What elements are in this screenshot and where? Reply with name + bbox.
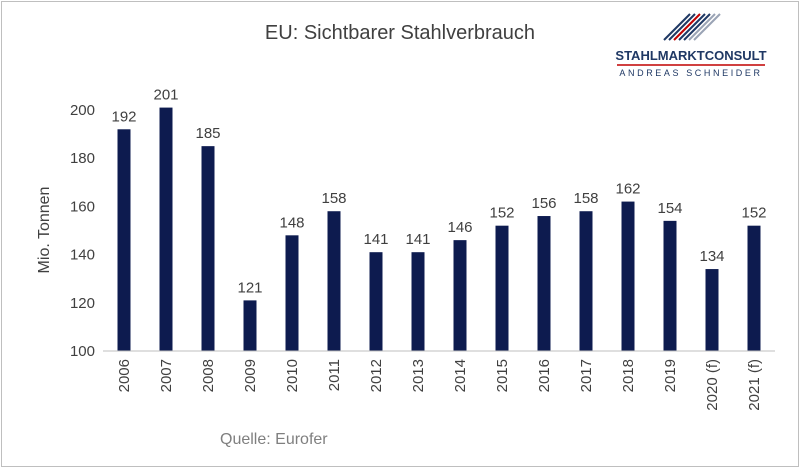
bar-value-label: 154 (657, 200, 682, 217)
x-tick-label: 2006 (116, 359, 133, 392)
stahlmarkt-consult-logo: STAHLMARKTCONSULT ANDREAS SCHNEIDER (615, 13, 767, 78)
x-tick-label: 2017 (578, 359, 595, 392)
bar (201, 146, 215, 351)
x-tick-label: 2014 (452, 359, 469, 392)
bar (747, 225, 761, 351)
x-tick-label: 2009 (242, 359, 259, 392)
x-tick-label: 2013 (410, 359, 427, 392)
bar-value-label: 158 (573, 190, 598, 207)
bar-value-label: 141 (405, 231, 430, 248)
bar-value-label: 152 (489, 205, 514, 222)
x-tick-label: 2011 (326, 359, 343, 391)
logo-stripes-icon (663, 13, 721, 41)
bar-value-label: 121 (237, 279, 262, 296)
chart-title: EU: Sichtbarer Stahlverbrauch (265, 22, 535, 44)
bar-value-label: 158 (321, 190, 346, 207)
bar (621, 201, 635, 351)
y-axis-label: Mio. Tonnen (36, 187, 53, 274)
logo-subtitle: ANDREAS SCHNEIDER (619, 68, 762, 78)
x-tick-label: 2016 (536, 359, 553, 392)
bar-value-label: 156 (531, 195, 556, 212)
x-tick-label: 2010 (284, 359, 301, 392)
x-tick-label: 2019 (662, 359, 679, 392)
bar (369, 252, 383, 351)
bar (327, 211, 341, 351)
logo-name: STAHLMARKTCONSULT (615, 48, 766, 63)
bar-value-label: 192 (111, 108, 136, 125)
bar (579, 211, 593, 351)
x-tick-label: 2008 (200, 359, 217, 392)
bars (117, 107, 761, 351)
bar (537, 216, 551, 351)
bar-value-label: 152 (741, 205, 766, 222)
bar-value-label: 141 (363, 231, 388, 248)
logo-name-part1: STAHLMARKT (615, 48, 704, 63)
bar (705, 269, 719, 351)
y-tick-label: 160 (70, 198, 95, 215)
bar (453, 240, 467, 351)
bar (411, 252, 425, 351)
x-tick-label: 2020 (f) (704, 359, 721, 411)
bar-value-label: 146 (447, 219, 472, 236)
y-tick-label: 120 (70, 295, 95, 312)
bar (663, 220, 677, 351)
bar (159, 107, 173, 351)
y-axis-ticks: 100 120 140 160 180 200 (70, 102, 95, 360)
y-tick-label: 140 (70, 247, 95, 264)
bar-value-label: 134 (699, 248, 724, 265)
bar-value-label: 185 (195, 125, 220, 142)
x-tick-label: 2021 (f) (746, 359, 763, 411)
bar (243, 300, 257, 351)
x-axis-ticks: 2006 2007 2008 2009 2010 2011 2012 2013 2014 2015… (116, 359, 763, 411)
bar (495, 225, 509, 351)
bar-value-label: 201 (153, 87, 178, 104)
bar-value-label: 162 (615, 181, 640, 198)
x-tick-label: 2015 (494, 359, 511, 392)
x-tick-label: 2007 (158, 359, 175, 392)
source-note: Quelle: Eurofer (220, 431, 328, 448)
bar-value-label: 148 (279, 214, 304, 231)
y-tick-label: 200 (70, 102, 95, 119)
logo-name-part2: CONSULT (705, 48, 767, 63)
x-tick-label: 2012 (368, 359, 385, 392)
bar (117, 129, 131, 351)
y-tick-label: 180 (70, 150, 95, 167)
bar (285, 235, 299, 351)
y-tick-label: 100 (70, 343, 95, 360)
data-labels: 192 201 185 121 148 158 141 141 146 152 156 158 162 1… (111, 87, 766, 297)
x-tick-label: 2018 (620, 359, 637, 392)
